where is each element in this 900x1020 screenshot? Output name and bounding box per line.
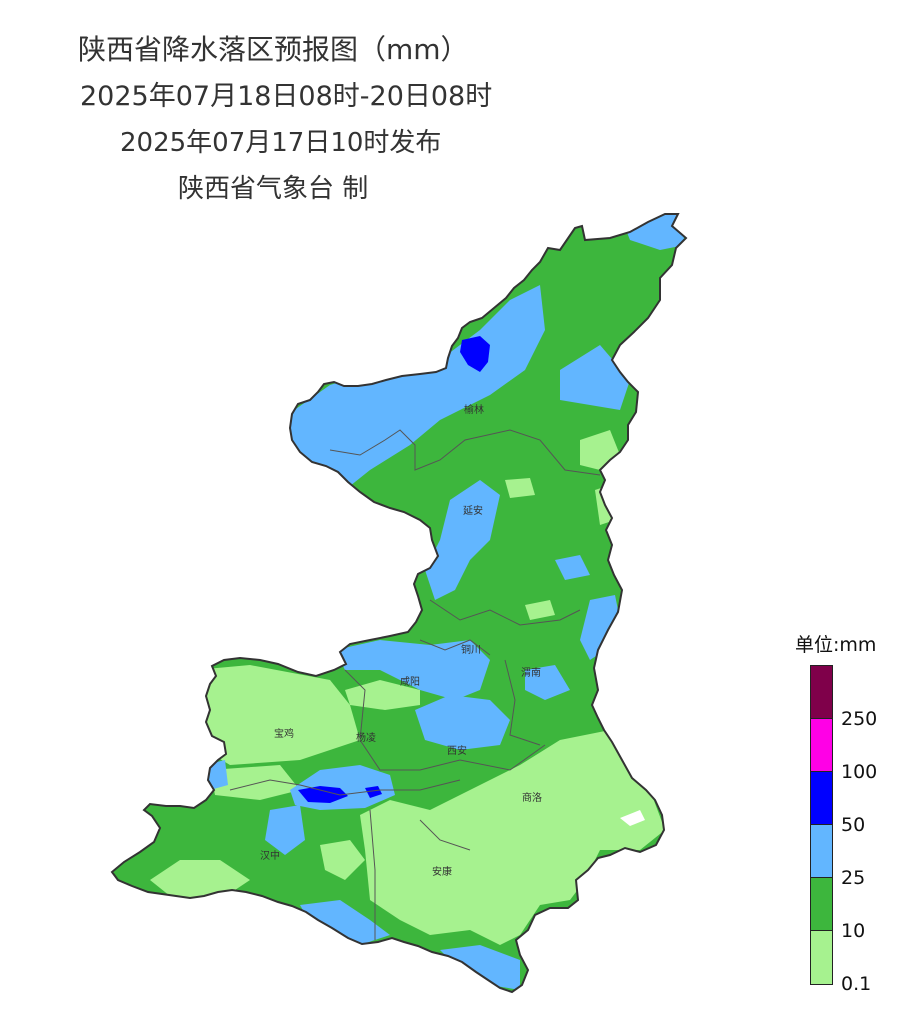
zone-25-50-east bbox=[580, 595, 620, 660]
legend-swatch-10-25 bbox=[811, 878, 832, 931]
city-label-shangluo: 商洛 bbox=[522, 791, 542, 804]
zone-light-baoji2 bbox=[210, 765, 300, 800]
zone-25-50-north bbox=[280, 285, 545, 490]
zone-light-yanan bbox=[505, 478, 535, 498]
city-label-hanzhong: 汉中 bbox=[260, 849, 280, 862]
legend-tick-50: 50 bbox=[841, 814, 866, 836]
city-label-tongchuan: 铜川 bbox=[461, 644, 481, 656]
legend-tick-250: 250 bbox=[841, 708, 878, 730]
zone-25-50-tongchuan bbox=[335, 640, 490, 700]
rain-zones bbox=[112, 214, 686, 992]
zone-none bbox=[620, 810, 645, 826]
zone-50-100-north bbox=[460, 336, 490, 372]
legend-swatch-25-50 bbox=[811, 825, 832, 878]
legend-tick-10: 10 bbox=[841, 920, 866, 942]
city-label-ankang: 安康 bbox=[432, 865, 452, 878]
legend-swatch-100-250 bbox=[811, 719, 832, 772]
zone-light-baoji bbox=[195, 665, 360, 765]
legend-tick-25: 25 bbox=[841, 867, 866, 889]
city-label-xianyang: 咸阳 bbox=[400, 676, 420, 688]
legend-title: 单位:mm bbox=[795, 634, 877, 656]
city-label-yanan: 延安 bbox=[463, 504, 483, 517]
city-label-baoji: 宝鸡 bbox=[274, 727, 294, 740]
zone-25-50-hanzhong bbox=[265, 805, 305, 855]
issue-time: 2025年07月17日10时发布 bbox=[120, 128, 442, 158]
zone-25-50-xian bbox=[415, 695, 510, 750]
forecast-period: 2025年07月18日08时-20日08时 bbox=[80, 81, 493, 112]
zone-50-100-qinling2 bbox=[365, 786, 382, 798]
legend-swatch-0-1-10 bbox=[811, 931, 832, 984]
zone-light-hanzhong2 bbox=[320, 840, 365, 880]
legend-tick-100: 100 bbox=[841, 761, 878, 783]
zone-25-50-yanan bbox=[425, 480, 500, 600]
city-label-yulin: 榆林 bbox=[464, 403, 484, 416]
zone-light-se bbox=[360, 730, 665, 945]
zone-25-50-weinan bbox=[525, 665, 570, 700]
city-label-xian: 西安 bbox=[447, 744, 467, 757]
zone-50-100-qinling bbox=[298, 786, 348, 803]
zone-25-50-south bbox=[440, 945, 520, 990]
city-label-weinan: 渭南 bbox=[521, 666, 541, 679]
legend-colorbar bbox=[810, 665, 833, 985]
city-labels: 榆林 延安 铜川 渭南 咸阳 宝鸡 杨凌 西安 商洛 汉中 安康 bbox=[260, 403, 542, 878]
producer: 陕西省气象台 制 bbox=[178, 174, 369, 204]
zone-25-50-yanan2 bbox=[555, 555, 590, 580]
city-label-yangling: 杨凌 bbox=[356, 731, 376, 744]
map-title: 陕西省降水落区预报图（mm） bbox=[78, 33, 469, 66]
city-boundaries bbox=[229, 429, 601, 940]
legend-swatch-250-plus bbox=[811, 666, 832, 719]
legend: 单位:mm 250 100 50 25 10 0.1 bbox=[795, 630, 895, 1000]
legend-swatch-50-100 bbox=[811, 772, 832, 825]
legend-tick-0-1: 0.1 bbox=[841, 973, 872, 995]
zone-light-center bbox=[525, 600, 555, 620]
province-outline bbox=[110, 213, 688, 994]
